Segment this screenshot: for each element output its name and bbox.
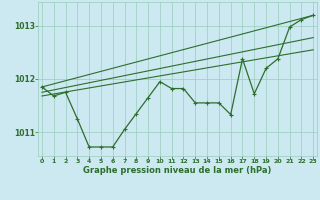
X-axis label: Graphe pression niveau de la mer (hPa): Graphe pression niveau de la mer (hPa): [84, 166, 272, 175]
